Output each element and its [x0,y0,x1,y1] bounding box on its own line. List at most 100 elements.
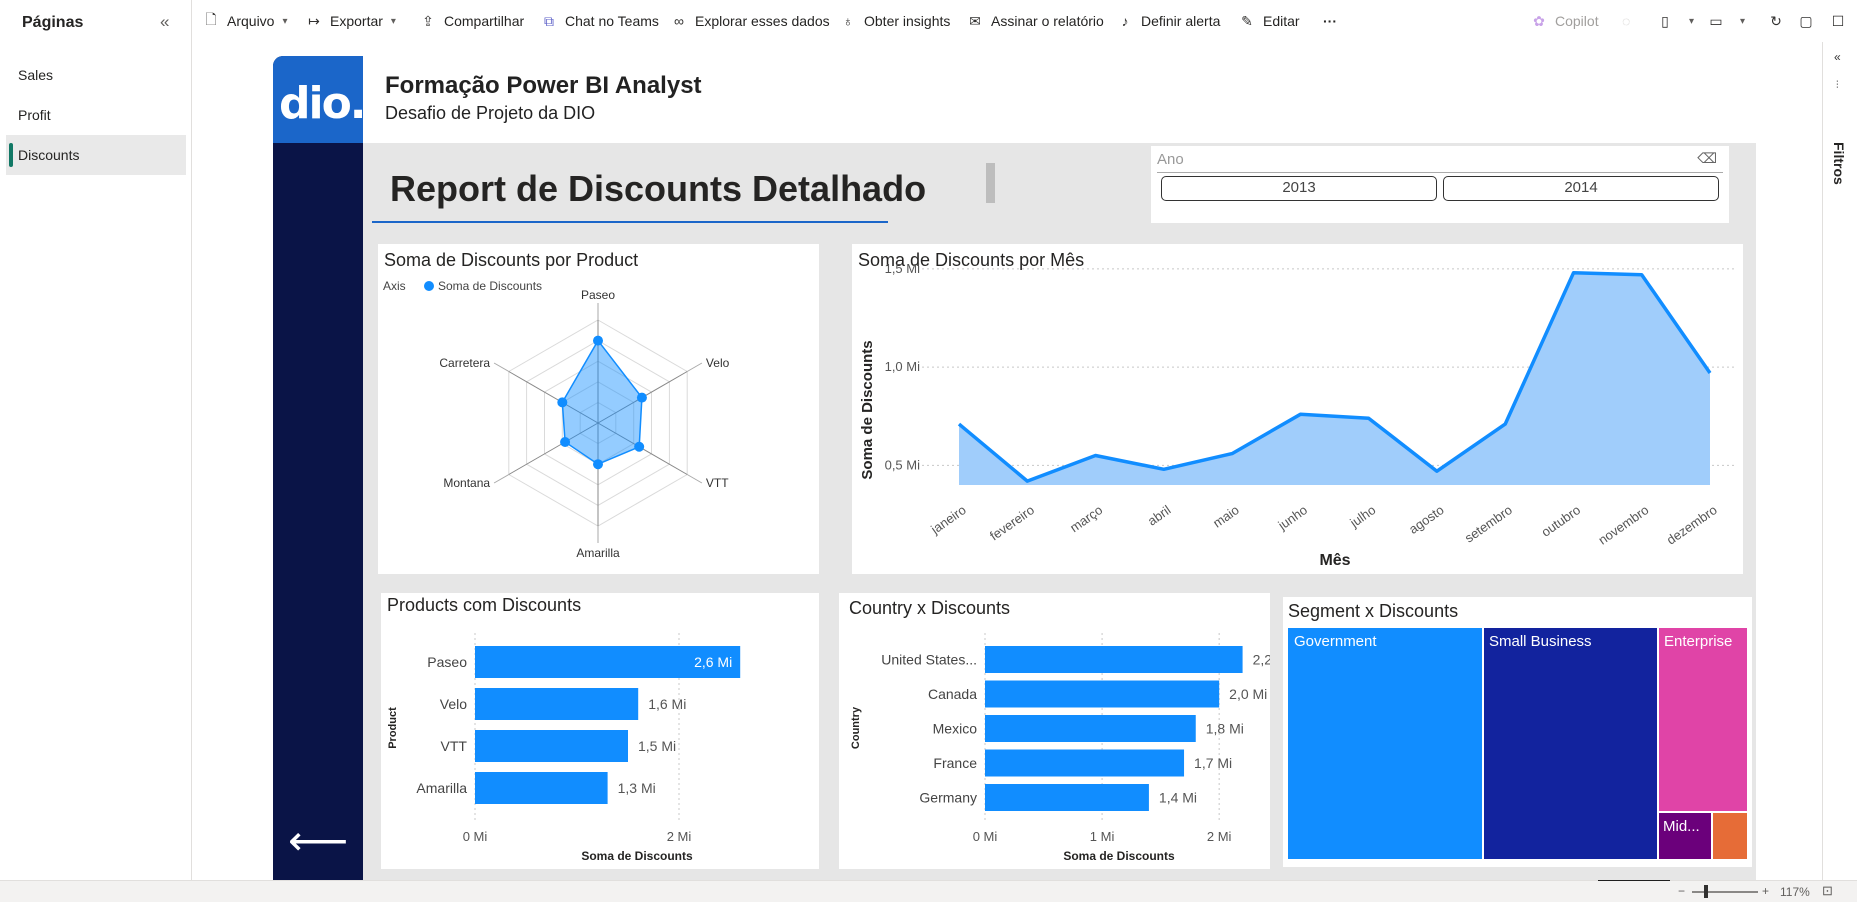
comment-button[interactable]: ▢ [1797,0,1822,42]
radar-data-point [636,392,647,403]
country-bar [985,749,1185,777]
collapse-pages-icon[interactable]: « [160,12,170,31]
insights-button[interactable]: ♁ Obter insights [839,0,951,42]
explorar-button[interactable]: ∞ Explorar esses dados [670,0,830,42]
radar-chart: Axis Soma de Discounts Paseo Velo VTT Amari… [383,279,730,560]
products-bar-title: Products com Discounts [387,595,582,615]
chat-teams-button[interactable]: ⧉ Chat no Teams [540,0,659,42]
refresh-icon: ↻ [1770,12,1782,29]
explorar-label: Explorar esses dados [695,13,830,29]
area-x-tick: fevereiro [987,502,1037,543]
page-tab-profit[interactable]: Profit [18,107,51,123]
products-x-tick: 0 Mi [463,829,488,844]
treemap-label-midmarket: Mid... [1663,818,1700,835]
area-x-tick: setembro [1462,502,1515,545]
bell-icon: ♪ [1121,13,1129,29]
zoom-out-icon[interactable]: − [1678,884,1686,898]
country-bar-title: Country x Discounts [849,598,1011,618]
country-bar [985,784,1149,811]
feedback-icon: ☐ [1831,12,1845,29]
copilot-button[interactable]: ✿ Copilot [1530,0,1598,42]
country-category-label: Canada [928,686,977,702]
editar-button[interactable]: ✎ Editar [1238,0,1299,42]
chevron-down-icon: ▾ [1689,15,1695,27]
products-data-label: 1,6 Mi [648,696,686,712]
chevron-down-icon: ▾ [390,15,396,27]
comment-icon: ▢ [1799,12,1813,29]
filter-icon: ⫶ [1836,80,1839,91]
assinar-button[interactable]: ✉ Assinar o relatório [966,0,1104,42]
slicer-divider [1157,172,1723,173]
country-bar [985,680,1220,708]
zoom-slider-thumb[interactable] [1704,885,1708,898]
area-x-tick: junho [1275,502,1310,533]
area-fill [959,272,1710,485]
file-icon: 🗋 [205,11,217,27]
page-tab-discounts[interactable]: Discounts [6,135,186,175]
zoom-level: 117% [1780,885,1810,899]
filters-pane[interactable]: « ⫶ Filtros [1822,42,1857,880]
bookmark-menu[interactable]: ▯ ▾ [1656,0,1694,42]
expand-filters-icon[interactable]: « [1834,50,1841,64]
products-bar-visual[interactable]: Products com Discounts Product Soma de D… [381,593,819,869]
segment-treemap-visual[interactable]: Segment x Discounts Government Small Bus… [1283,597,1752,867]
products-x-label: Soma de Discounts [581,849,693,863]
slicer-option-2014[interactable]: 2014 [1443,176,1719,201]
treemap-government[interactable]: Government [1288,628,1482,859]
more-options-button[interactable]: ··· [1323,13,1337,29]
compartilhar-label: Compartilhar [444,13,525,29]
area-y-tick: 0,5 Mi [885,457,921,472]
country-bar [985,715,1196,742]
insights-label: Obter insights [864,13,951,29]
area-x-tick: outubro [1538,502,1583,540]
eraser-icon[interactable]: ⌫ [1697,150,1717,166]
header-title: Formação Power BI Analyst [385,72,702,99]
arquivo-menu[interactable]: 🗋 Arquivo ▾ [202,0,287,42]
radar-legend-marker [424,281,434,291]
zoom-slider[interactable] [1692,891,1758,893]
products-y-label: Product [387,707,399,749]
country-data-label: 1,4 Mi [1159,790,1197,806]
month-area-visual[interactable]: Soma de Discounts por Mês Soma de Discou… [852,244,1743,574]
radar-category-label: Carretera [439,356,490,370]
teams-icon: ⧉ [544,12,554,29]
treemap-enterprise[interactable]: Enterprise [1659,628,1747,811]
treemap-label-enterprise: Enterprise [1664,633,1733,650]
treemap-title: Segment x Discounts [1288,601,1459,621]
radar-data-point [593,459,603,470]
products-data-label: 1,3 Mi [618,780,656,796]
treemap-midmarket[interactable]: Mid... [1659,813,1711,859]
title-scroll-thumb[interactable] [986,163,995,203]
area-y-tick: 1,0 Mi [885,359,921,374]
view-menu[interactable]: ▭ ▾ [1707,0,1745,42]
chevron-down-icon: ▾ [1740,15,1746,27]
fit-page-icon[interactable]: ⊡ [1822,883,1833,898]
back-arrow-icon[interactable]: ⟵ [288,817,349,864]
treemap-small-business[interactable]: Small Business [1484,628,1657,859]
refresh-disabled-icon: ◌ [1622,13,1631,29]
compartilhar-button[interactable]: ⇪ Compartilhar [419,0,524,42]
country-bar-visual[interactable]: Country x Discounts Country Soma de Disc… [839,593,1270,869]
radar-data-point [634,441,645,452]
export-icon: ↦ [308,12,320,29]
area-x-label: Mês [1319,552,1350,569]
slicer-option-2013[interactable]: 2013 [1161,176,1437,201]
copilot-icon: ✿ [1533,12,1545,29]
treemap-channel-partners[interactable] [1713,813,1747,859]
area-series-line [957,271,1712,483]
area-x-tick: março [1067,502,1105,535]
slicer-label: Ano [1157,151,1184,168]
exportar-menu[interactable]: ↦ Exportar ▾ [305,0,396,42]
country-data-label: 1,7 Mi [1194,755,1232,771]
radar-label-leader [686,362,703,372]
alerta-button[interactable]: ♪ Definir alerta [1116,0,1221,42]
radar-visual[interactable]: Soma de Discounts por Product Axis Soma … [378,244,819,574]
feedback-button[interactable]: ☐ [1829,0,1854,42]
refresh-button[interactable]: ↻ [1767,0,1792,42]
page-tab-sales[interactable]: Sales [18,67,54,83]
bookmark-icon: ▯ [1661,12,1669,29]
radar-label-leader [493,362,510,372]
zoom-in-icon[interactable]: + [1762,884,1770,898]
products-bar [475,730,628,762]
area-x-tick: janeiro [927,502,968,537]
